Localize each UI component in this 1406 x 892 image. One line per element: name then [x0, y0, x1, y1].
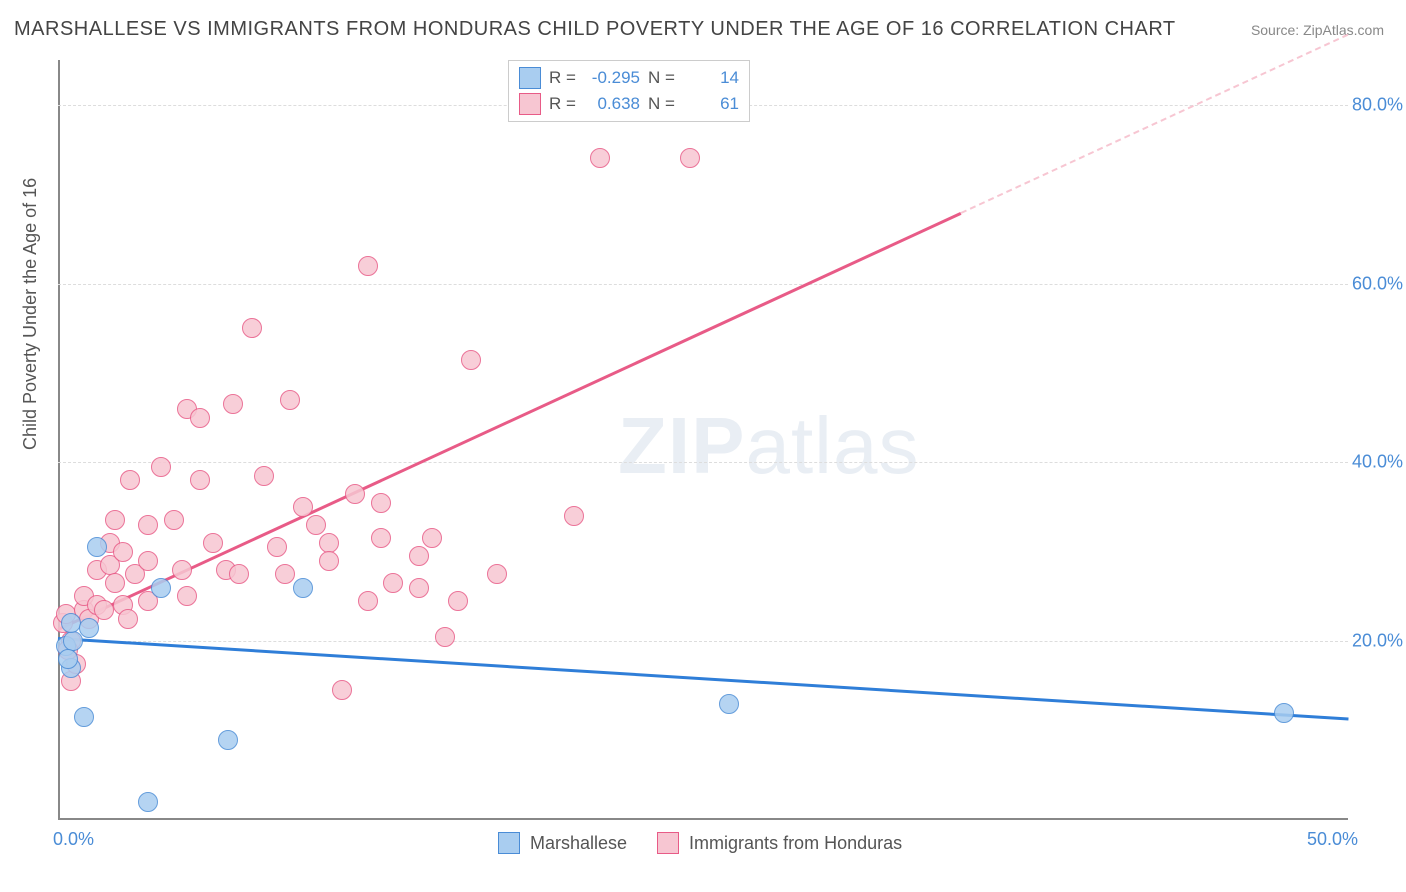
- data-point: [190, 470, 210, 490]
- data-point: [680, 148, 700, 168]
- data-point: [487, 564, 507, 584]
- trend-line: [58, 637, 1348, 720]
- data-point: [229, 564, 249, 584]
- y-axis-label: Child Poverty Under the Age of 16: [20, 178, 41, 450]
- data-point: [371, 528, 391, 548]
- data-point: [564, 506, 584, 526]
- data-point: [58, 649, 78, 669]
- r-value: -0.295: [585, 68, 640, 88]
- data-point: [74, 707, 94, 727]
- legend-label: Immigrants from Honduras: [689, 833, 902, 854]
- gridline: [58, 462, 1348, 463]
- data-point: [218, 730, 238, 750]
- data-point: [280, 390, 300, 410]
- data-point: [293, 578, 313, 598]
- data-point: [105, 510, 125, 530]
- data-point: [242, 318, 262, 338]
- data-point: [293, 497, 313, 517]
- r-label: R =: [549, 94, 577, 114]
- y-tick-label: 60.0%: [1352, 273, 1403, 294]
- data-point: [383, 573, 403, 593]
- data-point: [422, 528, 442, 548]
- n-value: 61: [684, 94, 739, 114]
- swatch-icon: [519, 67, 541, 89]
- data-point: [358, 591, 378, 611]
- x-tick-min: 0.0%: [53, 829, 94, 850]
- data-point: [448, 591, 468, 611]
- swatch-icon: [657, 832, 679, 854]
- trend-line-dashed: [961, 33, 1349, 213]
- n-label: N =: [648, 94, 676, 114]
- data-point: [61, 613, 81, 633]
- data-point: [371, 493, 391, 513]
- data-point: [345, 484, 365, 504]
- data-point: [120, 470, 140, 490]
- n-value: 14: [684, 68, 739, 88]
- data-point: [461, 350, 481, 370]
- y-axis-line: [58, 60, 60, 820]
- n-label: N =: [648, 68, 676, 88]
- correlation-legend: R = -0.295 N = 14 R = 0.638 N = 61: [508, 60, 750, 122]
- data-point: [332, 680, 352, 700]
- x-tick-max: 50.0%: [1307, 829, 1358, 850]
- source-attribution: Source: ZipAtlas.com: [1251, 22, 1384, 38]
- data-point: [151, 457, 171, 477]
- data-point: [190, 408, 210, 428]
- legend-row-honduras: R = 0.638 N = 61: [519, 91, 739, 117]
- data-point: [172, 560, 192, 580]
- data-point: [113, 542, 133, 562]
- data-point: [118, 609, 138, 629]
- data-point: [94, 600, 114, 620]
- chart-title: MARSHALLESE VS IMMIGRANTS FROM HONDURAS …: [14, 18, 1176, 41]
- gridline: [58, 641, 1348, 642]
- data-point: [151, 578, 171, 598]
- data-point: [138, 792, 158, 812]
- swatch-icon: [519, 93, 541, 115]
- data-point: [105, 573, 125, 593]
- data-point: [138, 515, 158, 535]
- data-point: [409, 578, 429, 598]
- data-point: [223, 394, 243, 414]
- y-tick-label: 20.0%: [1352, 631, 1403, 652]
- data-point: [590, 148, 610, 168]
- data-point: [719, 694, 739, 714]
- r-value: 0.638: [585, 94, 640, 114]
- swatch-icon: [498, 832, 520, 854]
- data-point: [267, 537, 287, 557]
- data-point: [79, 618, 99, 638]
- y-tick-label: 80.0%: [1352, 94, 1403, 115]
- data-point: [358, 256, 378, 276]
- data-point: [164, 510, 184, 530]
- data-point: [177, 586, 197, 606]
- series-legend: Marshallese Immigrants from Honduras: [498, 832, 902, 854]
- data-point: [254, 466, 274, 486]
- x-axis-line: [58, 818, 1348, 820]
- data-point: [1274, 703, 1294, 723]
- r-label: R =: [549, 68, 577, 88]
- data-point: [435, 627, 455, 647]
- gridline: [58, 284, 1348, 285]
- y-tick-label: 40.0%: [1352, 452, 1403, 473]
- chart-area: ZIPatlas 20.0%40.0%60.0%80.0% 0.0% 50.0%…: [58, 60, 1348, 820]
- data-point: [87, 537, 107, 557]
- legend-item-marshallese: Marshallese: [498, 832, 627, 854]
- data-point: [275, 564, 295, 584]
- legend-label: Marshallese: [530, 833, 627, 854]
- data-point: [138, 551, 158, 571]
- data-point: [409, 546, 429, 566]
- legend-item-honduras: Immigrants from Honduras: [657, 832, 902, 854]
- data-point: [306, 515, 326, 535]
- data-point: [203, 533, 223, 553]
- plot-region: 20.0%40.0%60.0%80.0%: [58, 60, 1348, 820]
- legend-row-marshallese: R = -0.295 N = 14: [519, 65, 739, 91]
- data-point: [319, 551, 339, 571]
